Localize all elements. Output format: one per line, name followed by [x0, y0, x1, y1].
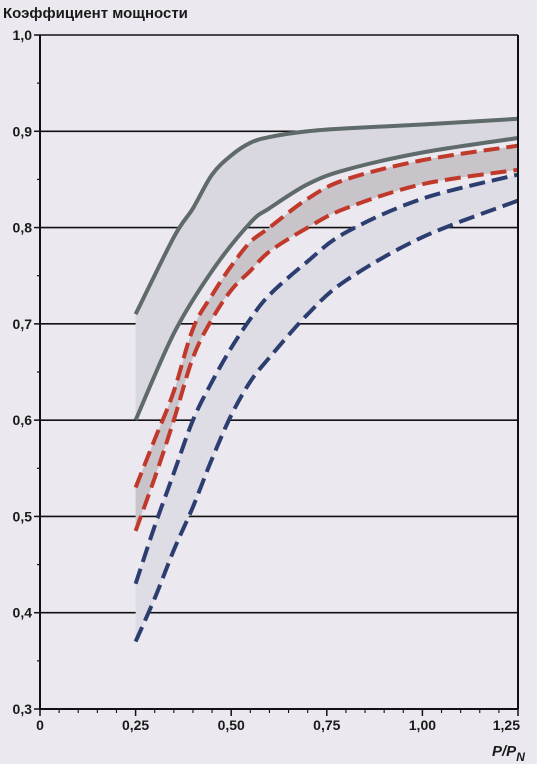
axes	[34, 34, 519, 716]
y-tick-label: 0,3	[13, 701, 33, 717]
band-upper-line	[133, 143, 519, 489]
band-fill	[135, 174, 518, 642]
chart-title: Коэффициент мощности	[3, 5, 188, 22]
tick-labels: 0,30,40,50,60,70,80,91,00 0,25 0,50 0,75 1,0…	[13, 27, 521, 733]
band-fill	[135, 118, 518, 421]
y-tick-label: 0,9	[13, 123, 33, 139]
y-tick-label: 0,6	[13, 412, 33, 428]
x-tick-label: 1,25	[493, 717, 520, 733]
x-tick-label: 0,50	[218, 717, 245, 733]
x-axis-label-main: P/P	[492, 743, 517, 760]
y-tick-label: 0,8	[13, 220, 33, 236]
x-tick-label: 0,75	[313, 717, 340, 733]
y-tick-label: 0,5	[13, 508, 33, 524]
band-upper-line	[133, 172, 519, 585]
x-axis-label: P/PN	[492, 743, 525, 764]
y-tick-label: 0,4	[13, 605, 33, 621]
x-tick-label: 0,25	[122, 717, 149, 733]
band-lower-line	[133, 136, 519, 421]
band-upper-line	[133, 116, 519, 316]
x-tick-label: 1,00	[409, 717, 436, 733]
band-lower-line	[133, 167, 519, 532]
y-tick-label: 0,7	[13, 316, 33, 332]
x-tick-label: 0	[36, 717, 44, 733]
band-lower-line	[133, 198, 519, 643]
y-tick-label: 1,0	[13, 27, 33, 43]
x-axis-label-sub: N	[516, 750, 525, 764]
bands	[133, 116, 519, 643]
